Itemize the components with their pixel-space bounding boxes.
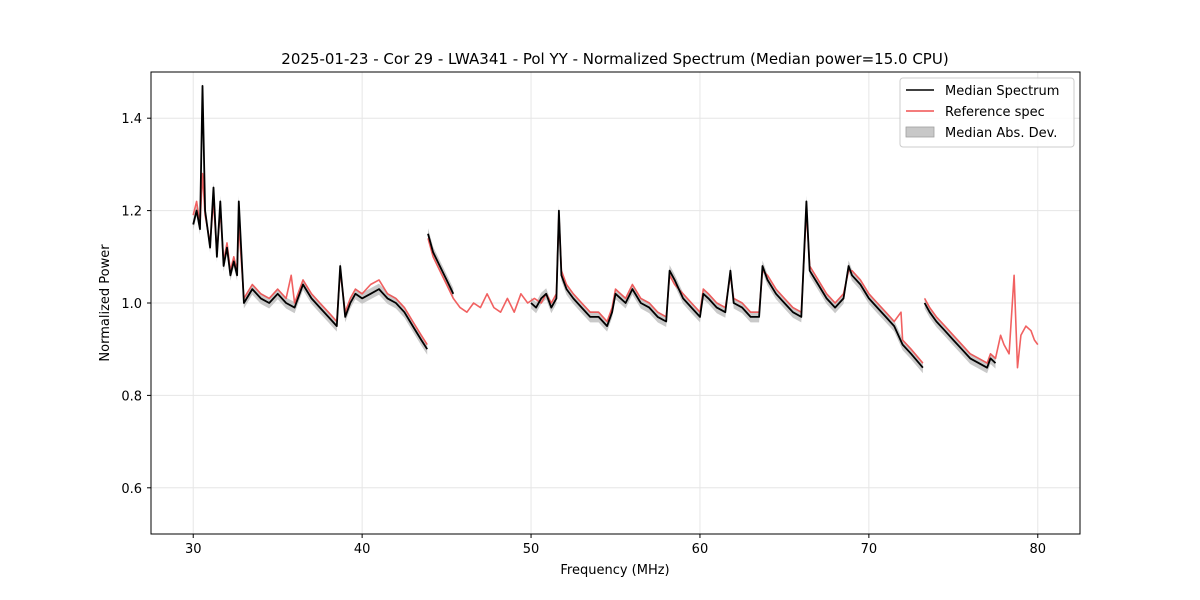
median-spectrum-line: [192, 85, 428, 350]
x-axis-label: Frequency (MHz): [560, 563, 669, 578]
y-tick-label: 1.4: [121, 112, 142, 127]
median-spectrum-line: [427, 233, 455, 295]
x-tick-label: 70: [861, 542, 878, 557]
y-tick-label: 1.0: [121, 297, 142, 312]
legend-mad-swatch: [905, 126, 935, 138]
legend-median-label: Median Spectrum: [945, 84, 1059, 99]
median-spectrum-line: [923, 302, 997, 369]
x-tick-label: 50: [523, 542, 540, 557]
x-tick-label: 80: [1029, 542, 1046, 557]
y-tick-label: 0.8: [121, 389, 142, 404]
legend-mad-label: Median Abs. Dev.: [945, 126, 1057, 141]
median-spectrum-layer: [192, 85, 997, 369]
legend-box: [899, 77, 1075, 148]
y-axis-label: Normalized Power: [98, 244, 113, 362]
x-tick-label: 30: [185, 542, 202, 557]
legend: Median Spectrum Reference spec Median Ab…: [899, 77, 1075, 148]
legend-reference-label: Reference spec: [945, 105, 1045, 120]
axis-ticks: 30 40 50 60 70 80 0.6 0.8 1.0 1.2 1.4: [121, 112, 1046, 557]
x-tick-label: 40: [354, 542, 371, 557]
y-tick-label: 1.2: [121, 205, 142, 220]
y-tick-label: 0.6: [121, 482, 142, 497]
median-spectrum-line: [530, 200, 924, 369]
x-tick-label: 60: [692, 542, 709, 557]
reference-spec-line: [923, 274, 1039, 369]
chart-title: 2025-01-23 - Cor 29 - LWA341 - Pol YY - …: [281, 50, 948, 68]
